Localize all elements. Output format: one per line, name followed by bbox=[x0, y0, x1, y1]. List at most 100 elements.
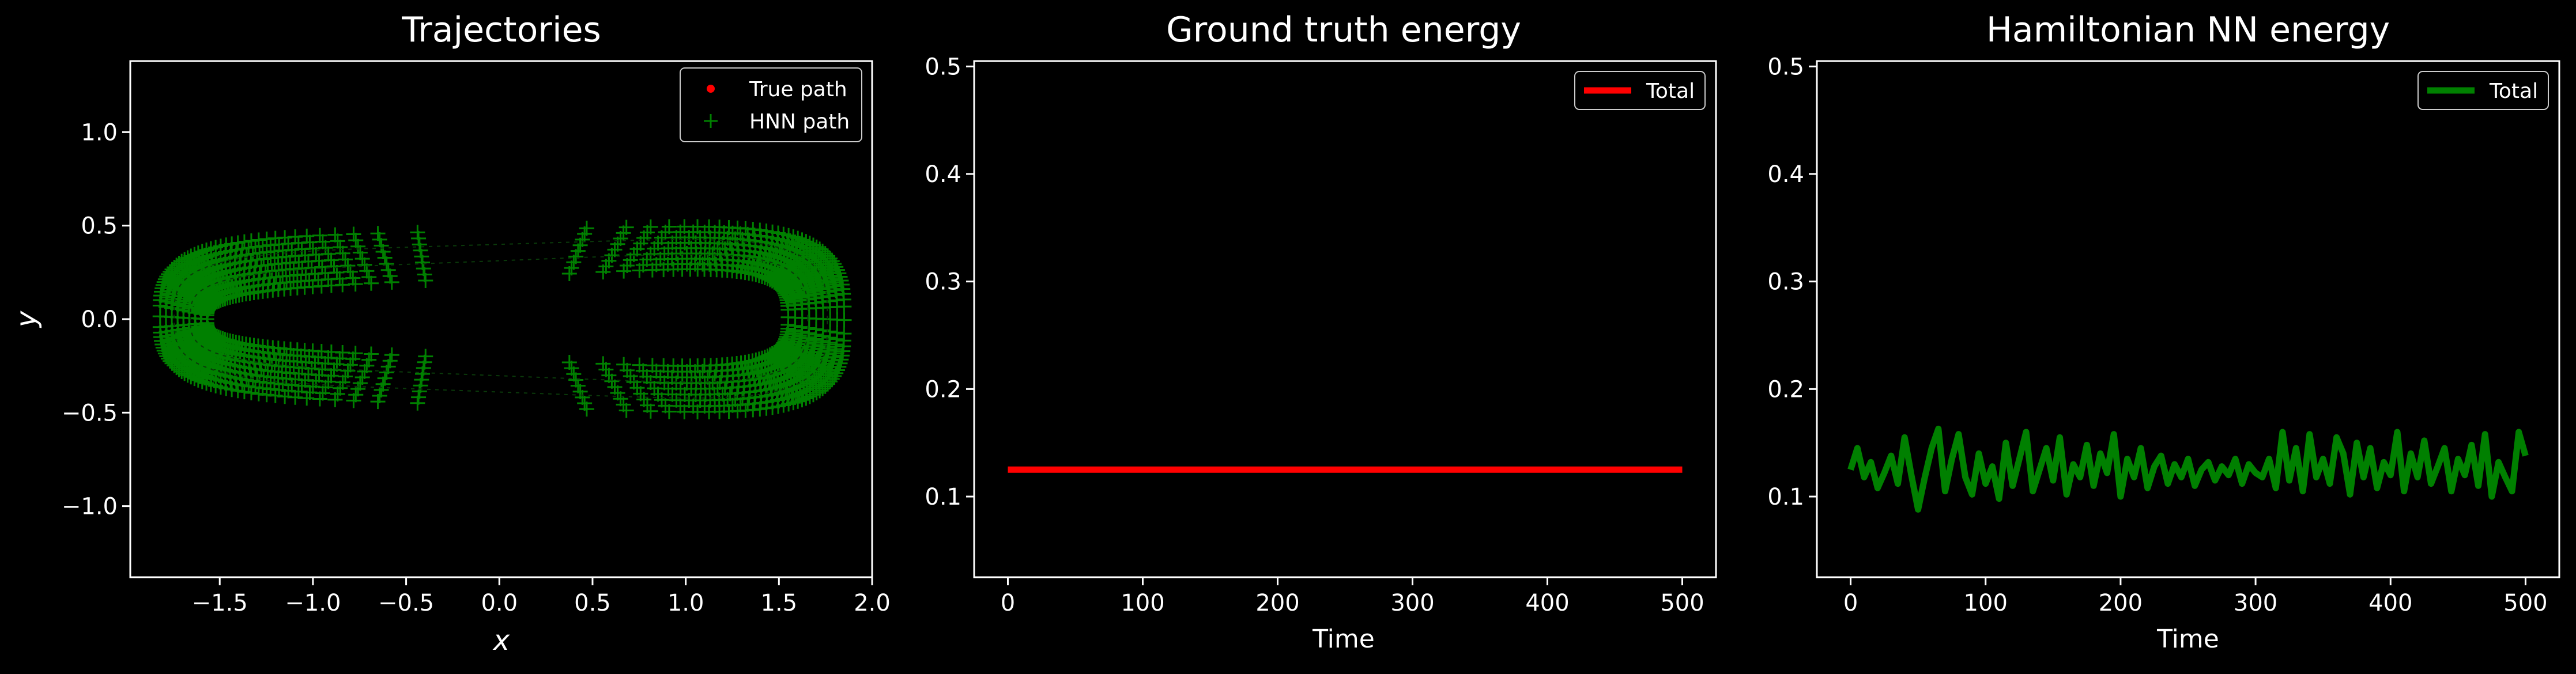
hnn-path-point bbox=[812, 241, 828, 257]
hnn-energy-y-tick-label: 0.5 bbox=[1767, 54, 1804, 80]
trajectories-legend: True path HNN path bbox=[680, 67, 862, 142]
trajectories-x-tick-label: −1.5 bbox=[192, 590, 248, 616]
hnn-path-point bbox=[579, 402, 594, 417]
hnn-path-point bbox=[831, 266, 847, 281]
hnn-path-point bbox=[194, 244, 210, 259]
hnn-path-point bbox=[338, 252, 353, 267]
ground-truth-energy-legend-label: Total bbox=[1646, 79, 1695, 103]
hnn-path-point bbox=[342, 264, 358, 279]
hnn-path-point bbox=[831, 359, 847, 374]
ground-truth-energy-y-tick-label: 0.1 bbox=[925, 484, 961, 510]
hnn-energy-y-tick-label: 0.2 bbox=[1767, 376, 1804, 403]
ground-truth-energy-title: Ground truth energy bbox=[1166, 10, 1521, 50]
hnn-path-point bbox=[370, 394, 386, 410]
hnn-path-point bbox=[834, 277, 850, 292]
hnn-path-point bbox=[243, 385, 259, 400]
ground-truth-energy-y-tick-label: 0.4 bbox=[925, 161, 961, 188]
hnn-path-point bbox=[833, 352, 849, 368]
hnn-path-point bbox=[236, 384, 252, 400]
hnn-path-point bbox=[183, 248, 199, 264]
trajectories-y-ticks: −1.0 −0.5 0.0 0.5 1.0 bbox=[62, 119, 130, 520]
hnn-path-point bbox=[417, 267, 432, 282]
hnn-path-point bbox=[829, 362, 845, 378]
hnn-energy-title: Hamiltonian NN energy bbox=[1986, 10, 2390, 50]
trajectories-title: Trajectories bbox=[401, 10, 601, 50]
hnn-path-point bbox=[815, 323, 831, 338]
trajectory-marks bbox=[152, 219, 852, 419]
hnn-energy-legend-label: Total bbox=[2489, 79, 2538, 103]
hnn-path-point bbox=[677, 219, 692, 234]
hnn-path-point bbox=[299, 391, 315, 406]
hnn-path-point bbox=[410, 395, 425, 411]
hnn-path-point bbox=[154, 336, 170, 352]
trajectories-y-tick-label: −1.0 bbox=[62, 494, 118, 520]
hnn-path-point bbox=[765, 224, 780, 240]
hnn-path-point bbox=[236, 234, 252, 249]
hnn-path-point bbox=[415, 255, 431, 270]
hnn-energy-legend-box bbox=[2417, 71, 2549, 110]
ground-truth-energy-y-tick-label: 0.2 bbox=[925, 376, 961, 403]
hnn-path-point bbox=[413, 243, 428, 258]
hnn-path-point bbox=[661, 219, 677, 234]
hnn-path-point bbox=[259, 387, 274, 403]
hnn-path-point bbox=[832, 269, 848, 285]
hnn-path-point bbox=[375, 244, 391, 259]
hnn-path-point bbox=[327, 392, 343, 407]
trajectories-y-label: y bbox=[10, 311, 43, 328]
hnn-path-point bbox=[312, 391, 327, 407]
ground-truth-energy-x-tick-label: 200 bbox=[1255, 590, 1299, 616]
hnn-energy-y-tick-label: 0.3 bbox=[1767, 269, 1804, 296]
hnn-path-point bbox=[346, 226, 361, 242]
hnn-path-point bbox=[412, 237, 427, 252]
ground-truth-energy-y-tick-label: 0.5 bbox=[925, 54, 961, 80]
hnn-path-point bbox=[618, 403, 634, 418]
ground-truth-energy-x-tick-label: 0 bbox=[1001, 590, 1015, 616]
hnn-path-point bbox=[836, 312, 852, 328]
hnn-path-point bbox=[832, 355, 848, 371]
hnn-path-point bbox=[340, 258, 356, 274]
hnn-path-legend-marker bbox=[704, 114, 718, 128]
trajectories-y-tick-label: 0.0 bbox=[81, 306, 118, 333]
hnn-path-point bbox=[418, 272, 433, 288]
hnn-path-point bbox=[833, 272, 849, 288]
hnn-path-point bbox=[411, 230, 427, 246]
ground-truth-energy-axes-frame bbox=[973, 60, 1717, 578]
hnn-path-point bbox=[374, 238, 389, 253]
hnn-path-point bbox=[677, 404, 692, 419]
hnn-path-point bbox=[798, 234, 814, 249]
hnn-path-point bbox=[802, 389, 817, 404]
hnn-path-point bbox=[348, 277, 363, 292]
hnn-path-point bbox=[414, 249, 429, 264]
hnn-path-point bbox=[802, 236, 817, 251]
trajectories-y-tick-label: 0.5 bbox=[81, 213, 118, 240]
hnn-energy-legend: Total bbox=[2417, 71, 2549, 110]
hnn-path-point bbox=[243, 233, 259, 249]
trajectories-x-tick-label: −0.5 bbox=[378, 590, 434, 616]
trajectories-x-ticks: −1.5 −1.0 −0.5 0.0 0.5 1.0 1.5 2.0 bbox=[192, 577, 891, 616]
hnn-path-point bbox=[809, 239, 824, 255]
ground-truth-energy-legend-box bbox=[1574, 71, 1706, 110]
true-path-legend-marker bbox=[707, 85, 715, 93]
trajectories-x-tick-label: 1.5 bbox=[761, 590, 798, 616]
hnn-path-point bbox=[827, 349, 842, 365]
hnn-path-point bbox=[354, 251, 370, 267]
hnn-path-point bbox=[661, 404, 677, 419]
true-path-legend-label: True path bbox=[749, 78, 847, 101]
hnn-path-point bbox=[190, 372, 206, 388]
hnn-path-point bbox=[230, 235, 246, 251]
hnn-path-point bbox=[180, 368, 195, 383]
hnn-path-point bbox=[372, 232, 387, 247]
hnn-path-point bbox=[361, 270, 377, 285]
hnn-path-point bbox=[382, 268, 398, 284]
trajectories-panel: Trajectories −1.5 −1.0 −0.5 0.0 0.5 1.0 1.5 2.0… bbox=[10, 10, 891, 657]
hnn-energy-x-tick-label: 100 bbox=[1964, 590, 2008, 616]
hnn-energy-x-tick-label: 400 bbox=[2368, 590, 2412, 616]
hnn-path-point bbox=[248, 239, 263, 255]
trajectories-x-tick-label: 0.0 bbox=[481, 590, 518, 616]
hnn-path-point bbox=[187, 371, 202, 387]
trajectories-x-tick-label: 1.0 bbox=[667, 590, 704, 616]
hnn-path-point bbox=[410, 225, 425, 240]
trajectories-y-tick-label: −0.5 bbox=[62, 400, 118, 426]
hnn-path-point bbox=[363, 275, 379, 291]
